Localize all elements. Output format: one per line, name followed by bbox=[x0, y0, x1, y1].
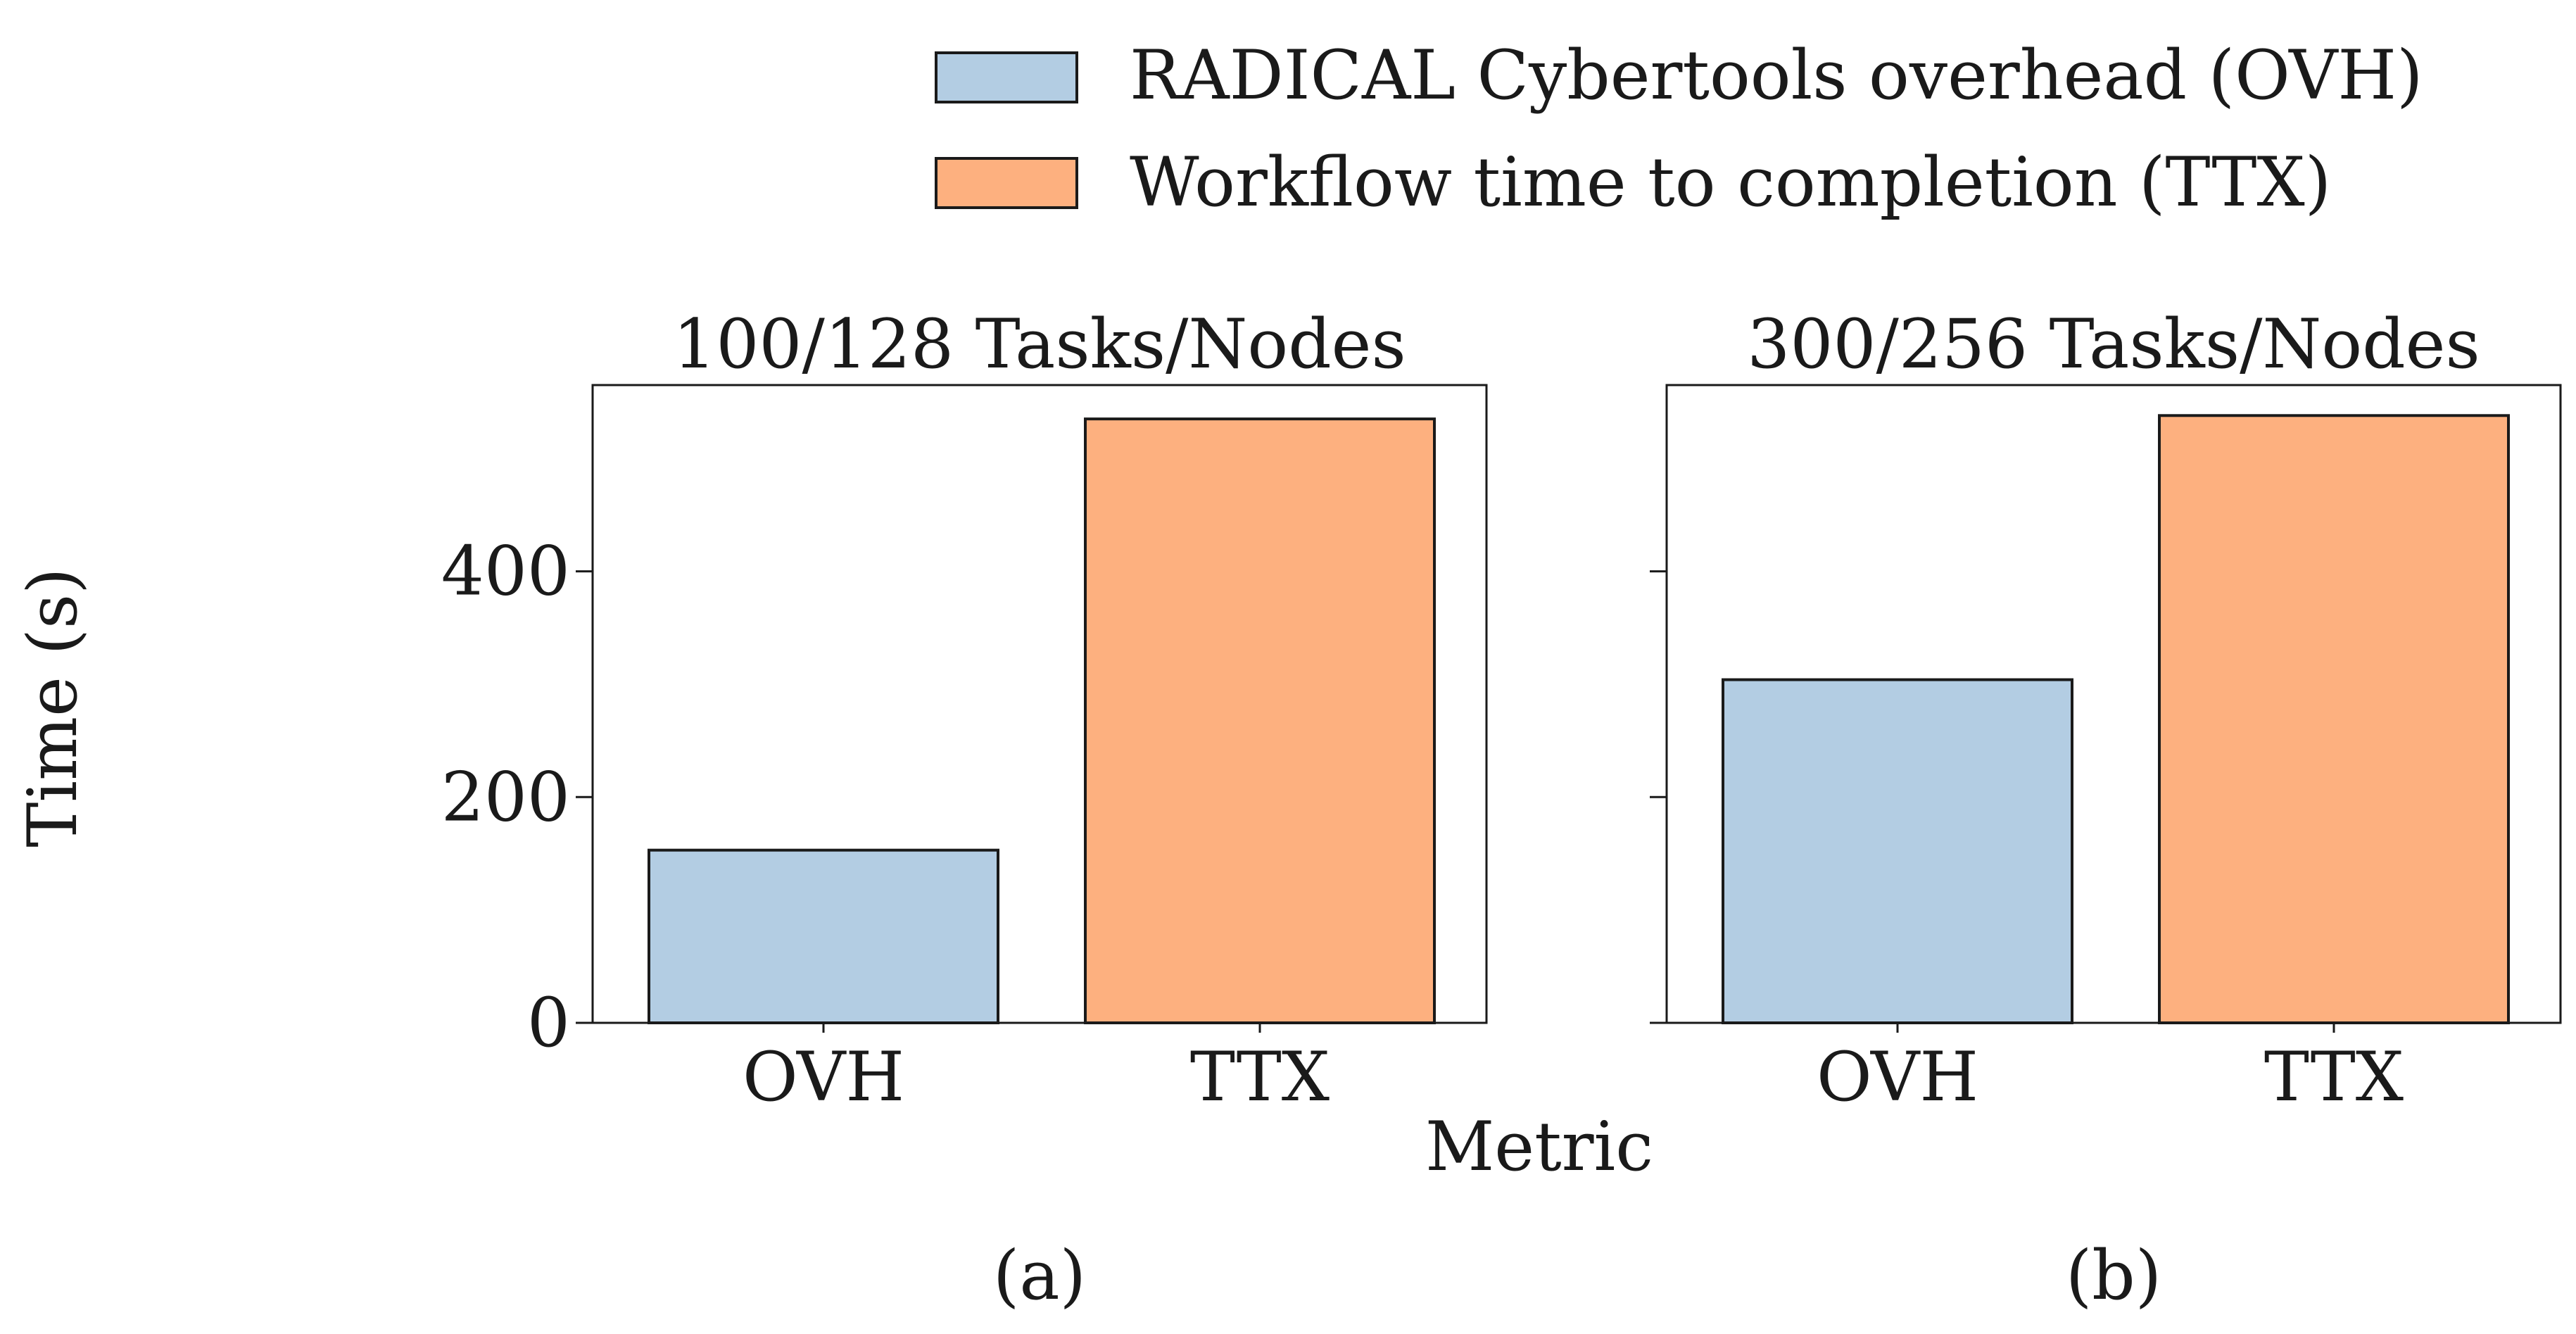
bar-ovh bbox=[648, 848, 999, 1025]
bar-ttx bbox=[1084, 417, 1436, 1024]
x-tick-label: OVH bbox=[1817, 1038, 1978, 1116]
panel-label: (b) bbox=[2066, 1236, 2161, 1315]
legend-label-ttx: Workflow time to completion (TTX) bbox=[1130, 143, 2331, 222]
axes-frame bbox=[1665, 384, 2562, 1024]
x-axis-label: Metric bbox=[1425, 1107, 1653, 1186]
panel-title: 300/256 Tasks/Nodes bbox=[1747, 305, 2480, 384]
x-tick-label: TTX bbox=[2264, 1038, 2404, 1116]
bar-ovh bbox=[1722, 678, 2073, 1024]
panel-title: 100/128 Tasks/Nodes bbox=[673, 305, 1406, 384]
y-tick-label: 200 bbox=[441, 757, 570, 836]
y-tick-label: 400 bbox=[441, 532, 570, 611]
x-tick-label: OVH bbox=[743, 1038, 904, 1116]
panel-label: (a) bbox=[993, 1236, 1086, 1315]
x-tick-label: TTX bbox=[1190, 1038, 1330, 1116]
y-tick-label: 0 bbox=[527, 983, 570, 1062]
panel-a: 100/128 Tasks/Nodes OVH TTX 0 200 400 (a) bbox=[441, 305, 1488, 1315]
legend: RADICAL Cybertools overhead (OVH) Workfl… bbox=[935, 36, 2423, 222]
legend-swatch-ttx bbox=[935, 157, 1078, 209]
bar-ttx bbox=[2158, 414, 2510, 1024]
legend-label-ovh: RADICAL Cybertools overhead (OVH) bbox=[1130, 36, 2423, 115]
legend-swatch-ovh bbox=[935, 51, 1078, 103]
axes-frame bbox=[591, 384, 1488, 1024]
y-axis-label: Time (s) bbox=[13, 567, 92, 847]
panel-b: 300/256 Tasks/Nodes OVH TTX (b) bbox=[1650, 305, 2562, 1315]
